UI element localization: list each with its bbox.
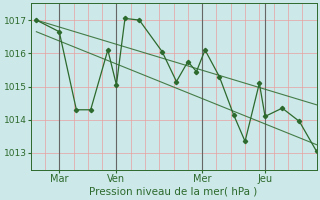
X-axis label: Pression niveau de la mer( hPa ): Pression niveau de la mer( hPa ) — [90, 187, 258, 197]
